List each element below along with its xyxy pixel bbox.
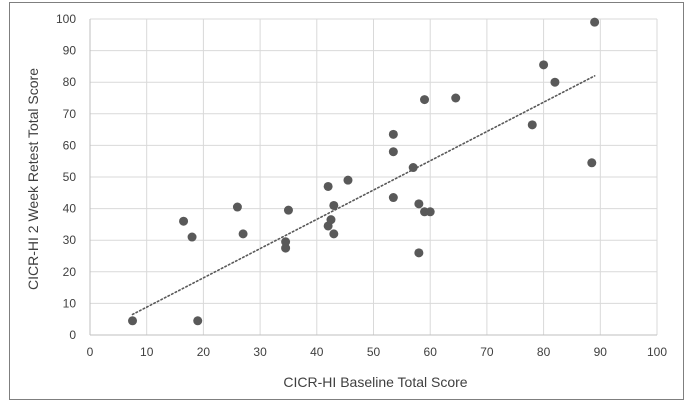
x-tick-label: 0: [87, 345, 94, 359]
data-point: [587, 158, 597, 168]
y-axis-label: CICR-HI 2 Week Retest Total Score: [25, 68, 41, 290]
data-point: [527, 120, 537, 130]
data-point: [550, 77, 560, 87]
points-group: [128, 17, 600, 326]
y-tick-label: 20: [63, 265, 77, 279]
data-point: [388, 129, 398, 139]
x-tick-label: 40: [310, 345, 324, 359]
x-tick-label: 10: [140, 345, 154, 359]
y-tick-label: 100: [56, 12, 76, 26]
data-point: [329, 229, 339, 239]
axes: [89, 19, 657, 336]
y-tick-label: 70: [63, 107, 77, 121]
y-tick-label: 0: [69, 328, 76, 342]
x-tick-label: 50: [367, 345, 381, 359]
data-point: [179, 216, 189, 226]
data-point: [193, 316, 203, 326]
data-point: [187, 232, 197, 242]
data-point: [238, 229, 248, 239]
x-tick-label: 90: [594, 345, 608, 359]
data-point: [539, 60, 549, 70]
data-point: [343, 175, 353, 185]
data-point: [420, 95, 430, 105]
y-tick-label: 90: [63, 44, 77, 58]
x-axis-label: CICR-HI Baseline Total Score: [283, 374, 467, 390]
data-point: [283, 205, 293, 215]
data-point: [329, 200, 339, 210]
y-tick-label: 30: [63, 233, 77, 247]
data-point: [388, 147, 398, 157]
x-tick-label: 100: [647, 345, 667, 359]
data-point: [451, 93, 461, 103]
data-point: [128, 316, 138, 326]
x-tick-label: 30: [253, 345, 267, 359]
chart-frame: [9, 2, 684, 400]
data-point: [326, 215, 336, 225]
grid: [90, 18, 658, 335]
data-point: [388, 193, 398, 203]
data-point: [232, 202, 242, 212]
data-point: [281, 237, 291, 247]
trendline-group: [131, 75, 596, 316]
y-tick-labels: 0 10 20 30 40 50 60 70 80 90 100: [56, 12, 76, 342]
trendline: [131, 75, 596, 316]
y-tick-label: 50: [63, 170, 77, 184]
x-tick-labels: 0 10 20 30 40 50 60 70 80 90 100: [87, 345, 668, 359]
x-tick-label: 60: [424, 345, 438, 359]
data-point: [414, 248, 424, 258]
data-point: [414, 199, 424, 209]
data-point: [425, 207, 435, 217]
y-tick-label: 40: [63, 202, 77, 216]
data-point: [323, 181, 333, 191]
y-tick-label: 60: [63, 138, 77, 152]
y-tick-label: 80: [63, 75, 77, 89]
data-point: [281, 243, 291, 253]
data-point: [590, 17, 600, 27]
x-tick-label: 80: [537, 345, 551, 359]
x-tick-label: 70: [480, 345, 494, 359]
x-tick-label: 20: [197, 345, 211, 359]
y-tick-label: 10: [63, 296, 77, 310]
data-point: [408, 163, 418, 173]
